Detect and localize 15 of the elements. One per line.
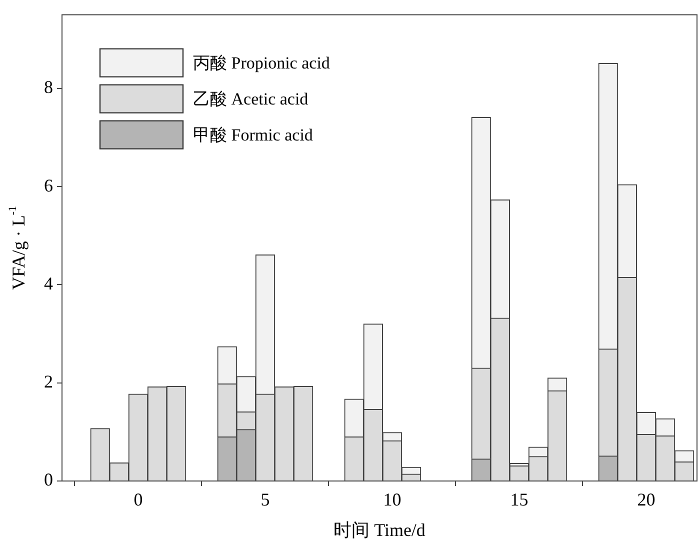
legend-label: 甲酸 Formic acid [193, 125, 314, 144]
x-tick-label: 20 [637, 490, 656, 510]
y-tick-label: 8 [44, 77, 53, 98]
x-tick-label: 0 [134, 490, 143, 510]
y-tick-label: 0 [44, 470, 53, 490]
x-tick-label: 15 [510, 490, 528, 510]
y-axis-title: VFA/g · L-1 [6, 206, 29, 290]
y-tick-label: 2 [44, 372, 53, 392]
x-tick-label: 5 [260, 490, 270, 510]
y-tick-label: 6 [44, 175, 53, 196]
legend-label: 乙酸 Acetic acid [193, 89, 309, 108]
y-tick-label: 4 [44, 273, 53, 294]
x-tick-label: 10 [383, 490, 402, 510]
legend-label: 丙酸 Propionic acid [193, 53, 330, 72]
x-axis-title: 时间 Time/d [334, 520, 426, 540]
